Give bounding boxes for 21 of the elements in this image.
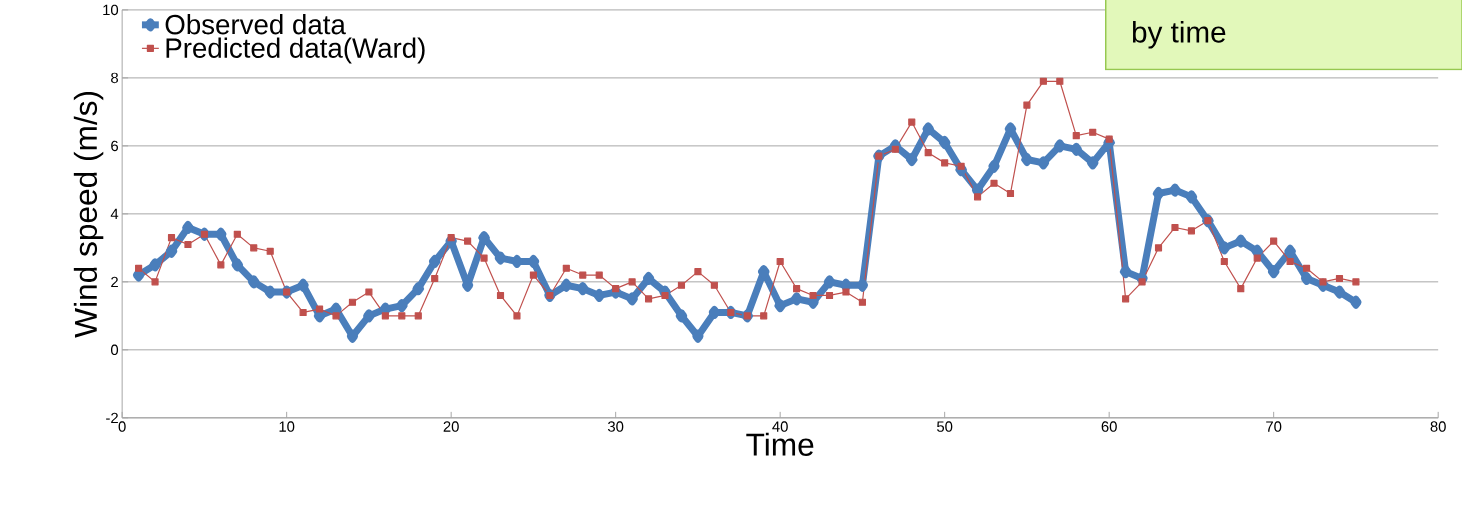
x-tick-label: 50 — [937, 421, 953, 432]
x-tick-label: 60 — [1101, 421, 1117, 432]
x-tick-label: 30 — [607, 421, 624, 432]
x-tick-label: 0 — [118, 421, 126, 432]
y-tick-label: 2 — [111, 276, 118, 287]
y-tick-label: 10 — [103, 4, 119, 16]
legend-label: Observed data — [165, 14, 346, 35]
y-axis-title: Wind speed (m/s) — [73, 91, 104, 338]
y-tick-label: 6 — [111, 140, 119, 152]
x-tick-label: 10 — [279, 421, 295, 432]
y-tick-label: 4 — [110, 208, 119, 219]
y-tick-label: 0 — [110, 344, 119, 356]
x-tick-label: 20 — [443, 421, 459, 432]
x-axis-title: Time — [746, 432, 814, 456]
x-tick-label: 80 — [1430, 421, 1446, 432]
legend-label: Predicted data(Ward) — [166, 37, 425, 64]
x-tick-label: 40 — [772, 421, 788, 432]
annotation: by time — [1132, 20, 1226, 49]
y-tick-label: -2 — [106, 412, 118, 423]
x-tick-label: 70 — [1266, 421, 1282, 432]
y-tick-label: 8 — [111, 72, 119, 84]
